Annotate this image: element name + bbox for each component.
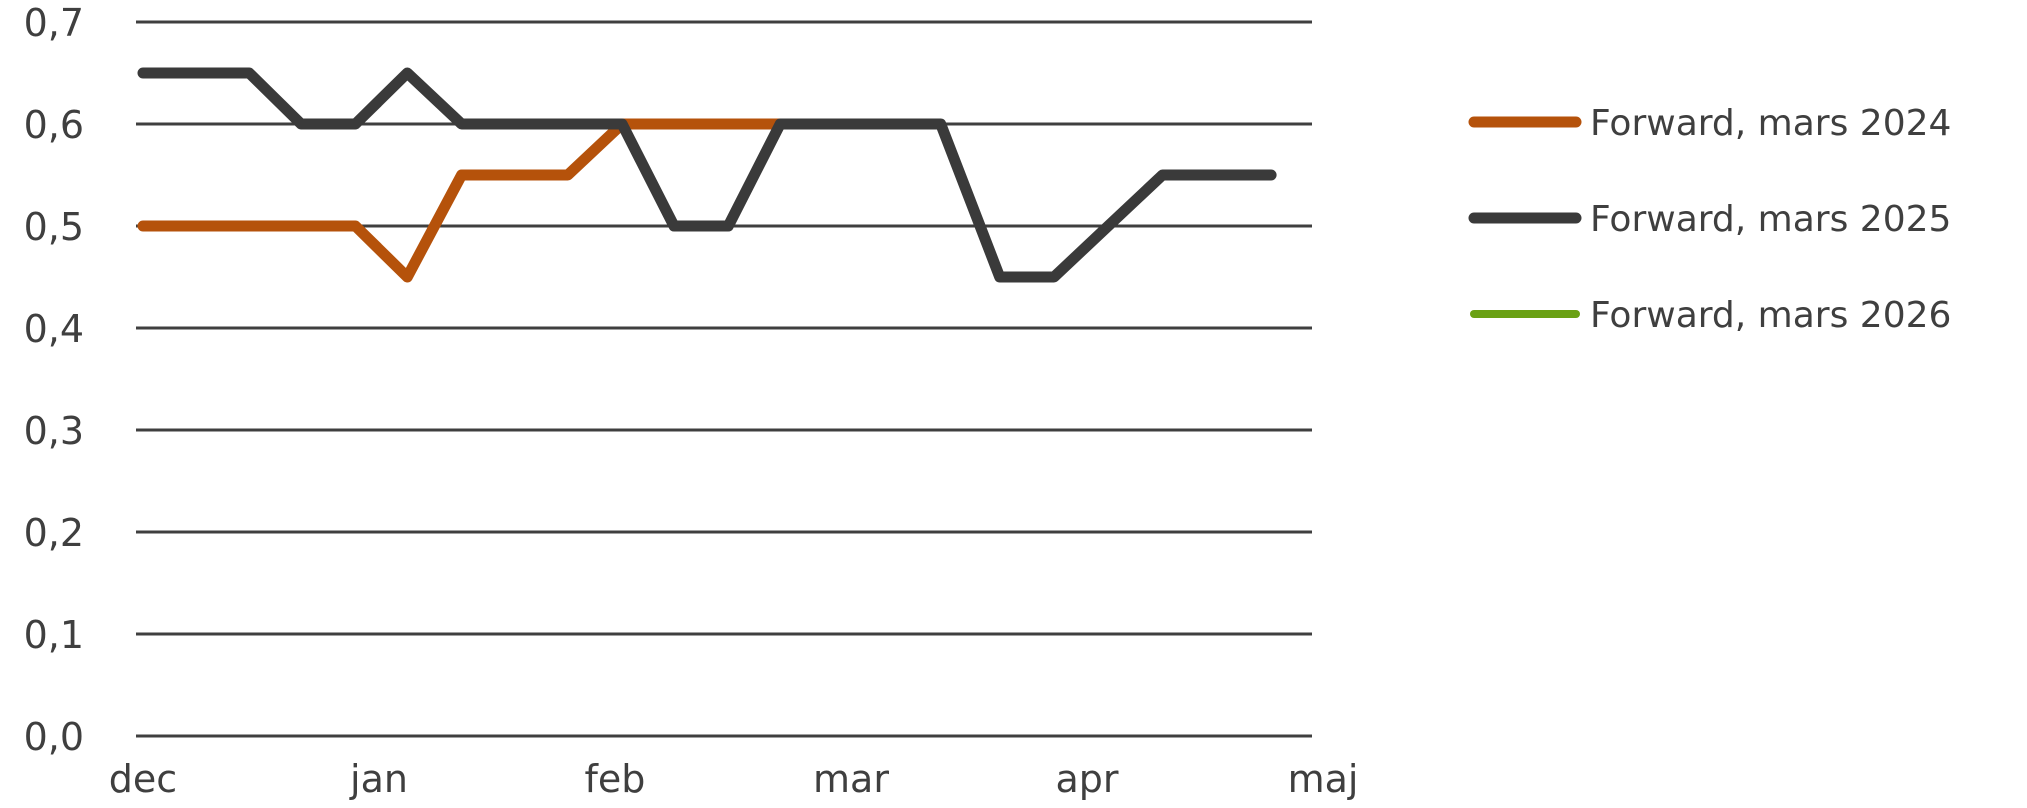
x-tick-label: maj (1288, 757, 1359, 801)
x-tick-label: jan (349, 757, 408, 801)
legend: Forward, mars 2024 Forward, mars 2025 Forw… (1468, 103, 1951, 336)
y-tick-label: 0,6 (24, 103, 84, 147)
x-tick-label: apr (1055, 757, 1118, 801)
legend-label: Forward, mars 2026 (1590, 295, 1951, 336)
y-tick-label: 0,2 (24, 511, 84, 555)
y-tick-label: 0,3 (24, 409, 84, 453)
y-tick-label: 0,0 (24, 715, 84, 759)
x-tick-label: mar (813, 757, 889, 801)
y-tick-label: 0,4 (24, 307, 84, 351)
legend-label: Forward, mars 2024 (1590, 103, 1951, 144)
y-tick-label: 0,1 (24, 613, 84, 657)
y-tick-label: 0,7 (24, 1, 84, 45)
series-line-1 (137, 118, 892, 283)
x-tick-label: dec (109, 757, 177, 801)
series-lines (137, 67, 1277, 283)
x-axis: dec jan feb mar apr maj (109, 757, 1359, 801)
x-tick-label: feb (585, 757, 646, 801)
series-line-2 (137, 67, 1277, 283)
y-axis: 0,0 0,1 0,2 0,3 0,4 0,5 0,6 0,7 (24, 1, 84, 759)
y-tick-label: 0,5 (24, 205, 84, 249)
legend-label: Forward, mars 2025 (1590, 199, 1951, 240)
